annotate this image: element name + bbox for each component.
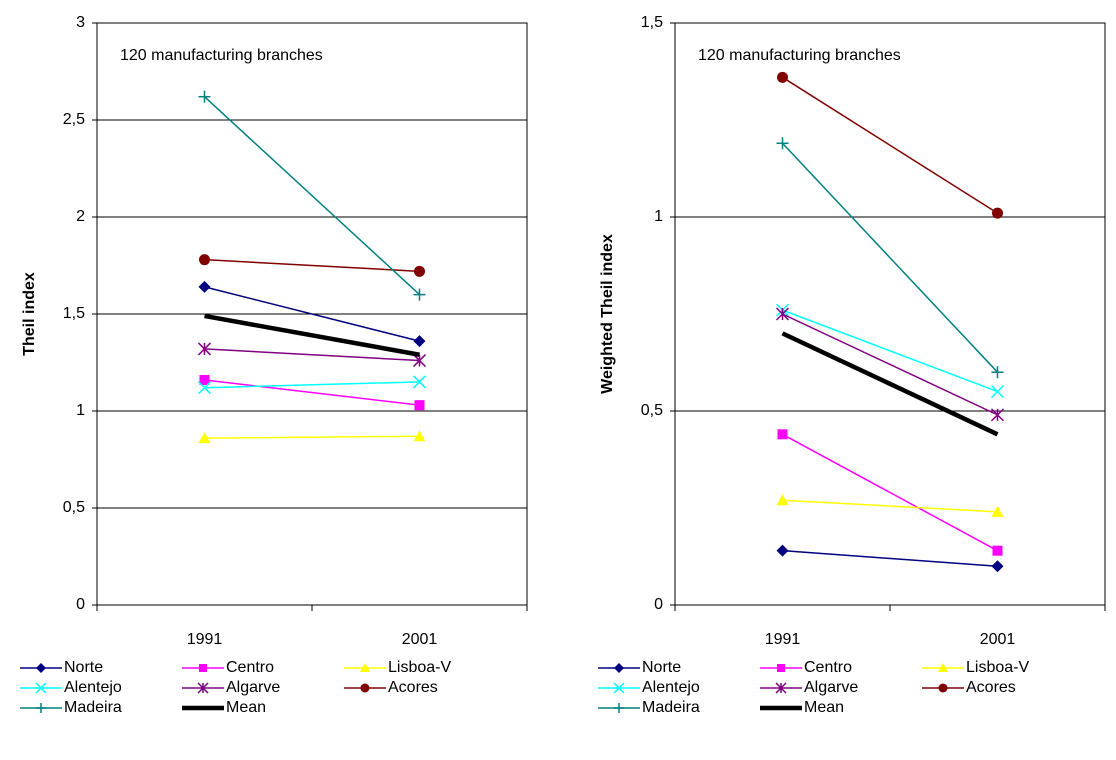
legend-label: Centro bbox=[226, 659, 274, 676]
marker bbox=[197, 342, 212, 356]
marker bbox=[992, 545, 1003, 556]
y-tick-label: 0,5 bbox=[641, 402, 663, 419]
marker bbox=[991, 366, 1004, 379]
legend-label: Alentejo bbox=[64, 679, 122, 696]
series-line bbox=[782, 76, 998, 214]
series-line bbox=[781, 142, 999, 373]
marker bbox=[198, 432, 211, 444]
marker bbox=[199, 254, 210, 266]
x-tick-label: 2001 bbox=[980, 631, 1016, 648]
axis-title: Weighted Theil index bbox=[599, 234, 616, 394]
series-line bbox=[204, 258, 420, 273]
legend-label: Norte bbox=[64, 659, 103, 676]
x-tick-label: 1991 bbox=[765, 631, 801, 648]
x-tick-label: 1991 bbox=[187, 631, 223, 648]
legend-marker bbox=[35, 682, 47, 694]
marker bbox=[991, 505, 1004, 517]
y-tick-label: 1 bbox=[76, 402, 85, 419]
legend-label: Algarve bbox=[226, 679, 280, 696]
marker bbox=[412, 354, 427, 368]
series-line bbox=[204, 286, 420, 342]
marker bbox=[197, 381, 212, 395]
y-tick-label: 0,5 bbox=[63, 499, 85, 516]
series-line bbox=[204, 313, 420, 357]
marker bbox=[992, 207, 1003, 219]
marker bbox=[199, 374, 210, 385]
y-tick-label: 3 bbox=[76, 14, 85, 31]
y-tick-label: 1,5 bbox=[641, 14, 663, 31]
y-tick-label: 2,5 bbox=[63, 111, 85, 128]
legend-label: Mean bbox=[226, 699, 266, 716]
legend-marker bbox=[36, 703, 46, 713]
legend-label: Centro bbox=[804, 659, 852, 676]
marker bbox=[413, 430, 426, 442]
legend-marker bbox=[197, 682, 209, 694]
series-line bbox=[782, 549, 998, 567]
marker bbox=[414, 400, 425, 411]
marker bbox=[413, 335, 426, 348]
marker bbox=[198, 280, 211, 293]
series-line bbox=[203, 96, 421, 296]
legend-label: Lisboa-V bbox=[388, 659, 451, 676]
series-line bbox=[204, 379, 420, 406]
x-tick-label: 2001 bbox=[402, 631, 438, 648]
legend-label: Acores bbox=[966, 679, 1016, 696]
marker bbox=[990, 408, 1005, 422]
legend-marker bbox=[360, 663, 370, 672]
legend-marker bbox=[777, 664, 785, 672]
series-line bbox=[204, 435, 420, 439]
legend-label: Alentejo bbox=[642, 679, 700, 696]
legend-marker bbox=[775, 682, 787, 694]
marker bbox=[413, 288, 426, 301]
y-tick-label: 0 bbox=[76, 596, 85, 613]
legend-marker bbox=[938, 663, 948, 672]
axis-title: Theil index bbox=[21, 272, 38, 356]
legend-marker bbox=[938, 683, 948, 693]
annotation: 120 manufacturing branches bbox=[120, 47, 323, 64]
marker bbox=[776, 137, 789, 150]
legend-label: Lisboa-V bbox=[966, 659, 1029, 676]
series-line bbox=[781, 331, 999, 437]
marker bbox=[776, 494, 789, 506]
series-line bbox=[204, 381, 420, 389]
legend-marker bbox=[614, 663, 624, 673]
marker bbox=[198, 90, 211, 103]
legend-marker bbox=[199, 664, 207, 672]
marker bbox=[414, 265, 425, 277]
legend-marker bbox=[360, 683, 370, 693]
legend-label: Mean bbox=[804, 699, 844, 716]
legend-label: Madeira bbox=[642, 699, 700, 716]
marker bbox=[775, 307, 790, 321]
legend-label: Algarve bbox=[804, 679, 858, 696]
marker bbox=[776, 544, 789, 557]
legend-label: Norte bbox=[642, 659, 681, 676]
marker bbox=[777, 71, 788, 83]
legend-marker bbox=[614, 703, 624, 713]
annotation: 120 manufacturing branches bbox=[698, 47, 901, 64]
plot-frame bbox=[674, 22, 1106, 606]
marker bbox=[990, 385, 1005, 399]
marker bbox=[412, 375, 427, 389]
series-line bbox=[782, 309, 998, 393]
series-line bbox=[782, 313, 998, 416]
series-line bbox=[782, 433, 998, 552]
marker bbox=[991, 560, 1004, 573]
legend-label: Madeira bbox=[64, 699, 122, 716]
marker bbox=[777, 429, 788, 440]
series-line bbox=[782, 499, 998, 513]
legend-label: Acores bbox=[388, 679, 438, 696]
series-line bbox=[204, 348, 420, 362]
legend-marker bbox=[613, 682, 625, 694]
y-tick-label: 1,5 bbox=[63, 305, 85, 322]
y-tick-label: 0 bbox=[654, 596, 663, 613]
y-tick-label: 1 bbox=[654, 208, 663, 225]
y-tick-label: 2 bbox=[76, 208, 85, 225]
legend-marker bbox=[36, 663, 46, 673]
